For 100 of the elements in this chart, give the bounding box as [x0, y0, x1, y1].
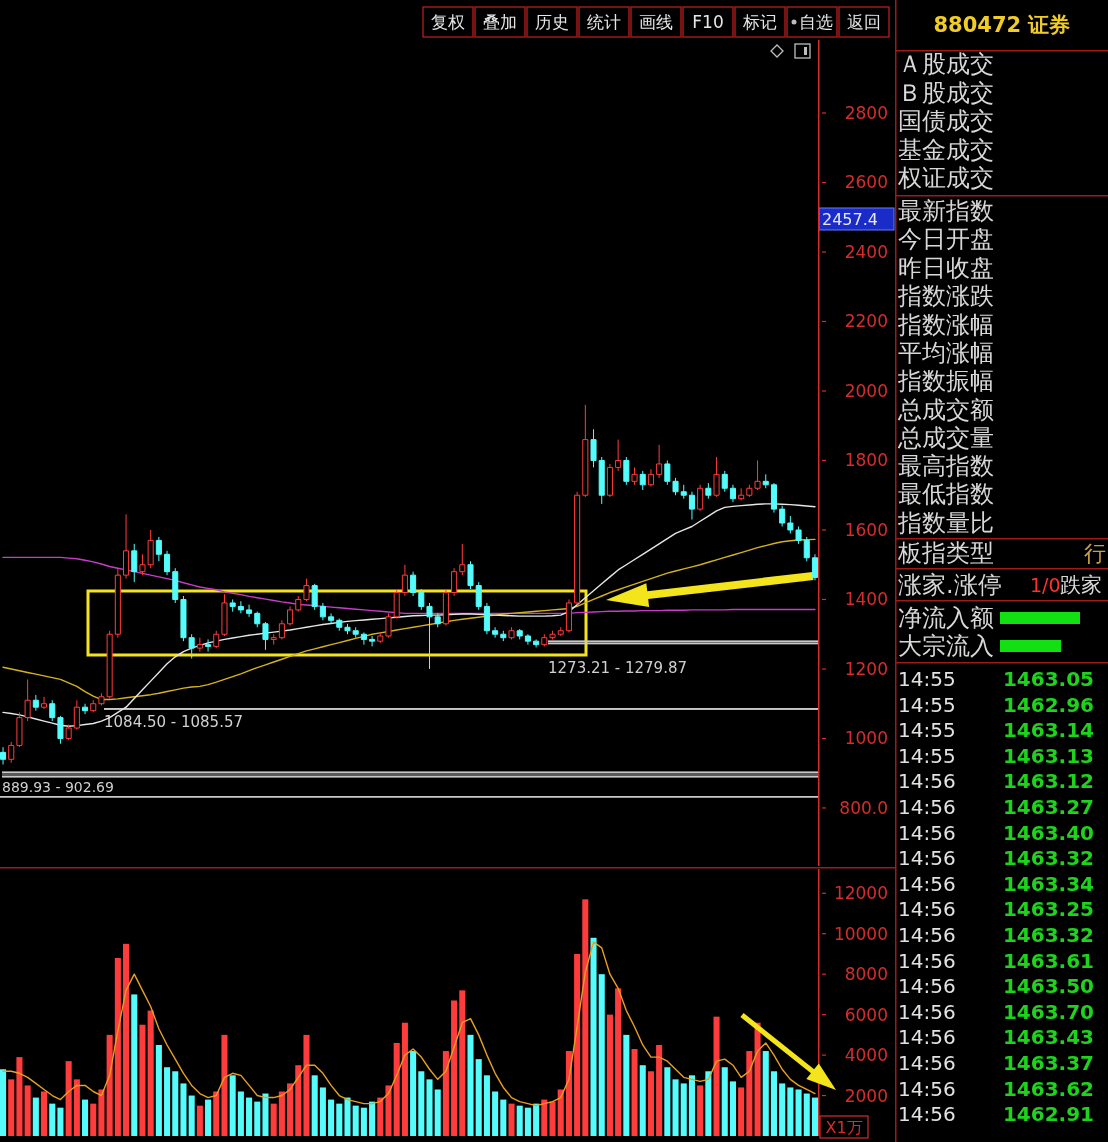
bar: [90, 1103, 97, 1136]
y-tick-label: 2400: [844, 241, 888, 262]
candlestick: [311, 583, 318, 611]
candlestick: [237, 600, 244, 614]
candlestick: [410, 571, 417, 597]
bar: [377, 1097, 384, 1136]
category-label: 14:56: [898, 1102, 956, 1127]
candlestick: [483, 602, 490, 635]
text: 历史: [535, 12, 569, 32]
y-tick-label: 12000: [833, 883, 888, 904]
category-label: 14:56: [898, 1051, 956, 1075]
candlestick: [295, 595, 302, 613]
bar: [106, 1034, 113, 1136]
category-label: 14:56: [898, 974, 956, 999]
bar: [328, 1099, 335, 1136]
candlestick: [721, 470, 728, 493]
bar: [24, 1085, 31, 1136]
y-tick-label: 8000: [844, 964, 888, 985]
bar: [237, 1091, 244, 1136]
bar: [582, 899, 589, 1136]
text: 行: [1084, 540, 1106, 566]
bar: [65, 1061, 72, 1136]
data-label: 1463.05: [1002, 667, 1094, 691]
bar: [549, 1101, 556, 1136]
candlestick: [475, 581, 482, 611]
bar: [762, 1051, 769, 1136]
band-label: 889.93 - 902.69: [2, 778, 114, 795]
candlestick: [270, 633, 277, 646]
y-axis-title: X1万: [825, 1117, 863, 1137]
candlestick: [303, 578, 310, 602]
bar: [287, 1083, 294, 1136]
candlestick: [385, 612, 392, 639]
candlestick: [114, 567, 121, 639]
y-tick-label: 4000: [844, 1045, 888, 1066]
bar: [82, 1099, 89, 1136]
y-tick-label: 1000: [844, 728, 888, 749]
candlestick: [369, 635, 376, 647]
bar: [713, 1016, 720, 1136]
bar: [270, 1103, 277, 1136]
y-tick-label: 2600: [844, 172, 888, 193]
category-label: 14:56: [898, 769, 956, 794]
bar: [32, 1097, 39, 1136]
candlestick: [508, 626, 515, 640]
bar: [647, 1071, 654, 1136]
candlestick: [401, 564, 408, 597]
text: 标记: [742, 12, 777, 32]
bar: [738, 1087, 745, 1136]
bar: [418, 1071, 425, 1136]
bar: [311, 1075, 318, 1136]
bar: [754, 1022, 761, 1136]
candlestick: [90, 699, 97, 713]
candlestick: [278, 619, 285, 640]
line-series: [2, 503, 816, 728]
bar: [483, 1075, 490, 1136]
candlestick: [32, 694, 39, 712]
bar: [639, 1065, 646, 1136]
category-label: 14:56: [898, 871, 956, 896]
data-label: 1463.70: [1002, 999, 1094, 1024]
bar: [770, 1071, 777, 1136]
category-label: 14:55: [898, 743, 956, 768]
candlestick: [565, 598, 572, 633]
bar: [164, 1067, 171, 1136]
candlestick: [123, 513, 130, 580]
candlestick: [770, 482, 777, 514]
bar: [557, 1089, 564, 1136]
bar: [467, 1034, 474, 1136]
candlestick: [762, 473, 769, 489]
bar: [779, 1083, 786, 1136]
bar: [114, 958, 121, 1136]
category-label: 14:55: [898, 667, 956, 691]
text: 大宗流入: [898, 632, 994, 660]
bar: [721, 1067, 728, 1136]
data-label: 1463.13: [1002, 743, 1094, 768]
bar: [533, 1103, 540, 1136]
y-tick-label: 1200: [844, 658, 888, 679]
bar: [295, 1065, 302, 1136]
text: 叠加: [483, 12, 517, 32]
text: 板指类型: [897, 539, 994, 567]
candlestick: [615, 439, 622, 472]
category-label: 14:55: [898, 692, 956, 717]
y-tick-label: 800.0: [839, 797, 888, 818]
bar: [631, 1049, 638, 1136]
candlestick: [459, 543, 466, 576]
data-label: 1463.50: [1002, 974, 1094, 999]
category-label: 14:56: [898, 923, 956, 947]
candlestick: [377, 631, 384, 644]
candlestick: [811, 553, 818, 581]
candlestick: [319, 602, 326, 621]
bar: [254, 1101, 261, 1136]
y-tick-label: 10000: [833, 923, 888, 944]
text: 平均涨幅: [898, 339, 994, 367]
text: 基金成交: [898, 136, 994, 164]
candlestick: [492, 626, 499, 639]
bar: [442, 1051, 449, 1136]
candlestick: [352, 626, 359, 639]
bar: [475, 1059, 482, 1136]
bar: [262, 1093, 269, 1136]
candlestick: [606, 463, 613, 498]
text: 指数涨幅: [897, 311, 994, 339]
bar: [172, 1071, 179, 1136]
